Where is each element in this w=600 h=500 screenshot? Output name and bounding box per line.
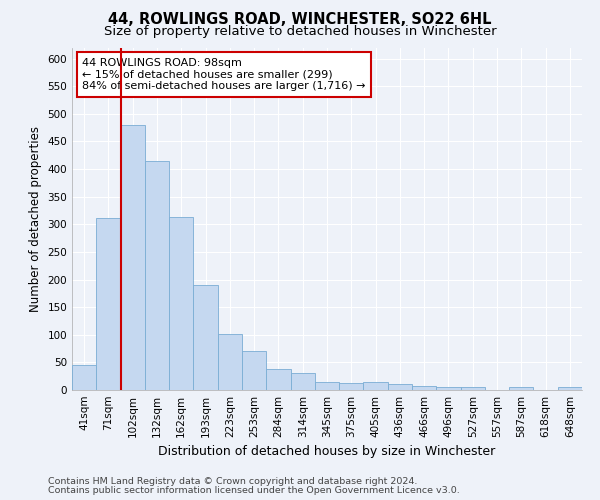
Text: Contains HM Land Registry data © Crown copyright and database right 2024.: Contains HM Land Registry data © Crown c…: [48, 477, 418, 486]
X-axis label: Distribution of detached houses by size in Winchester: Distribution of detached houses by size …: [158, 446, 496, 458]
Bar: [145, 160, 169, 390]
Bar: [72, 364, 96, 390]
Bar: [461, 387, 485, 390]
Bar: [412, 386, 436, 390]
Bar: [290, 374, 315, 390]
Bar: [364, 382, 388, 390]
Bar: [121, 126, 145, 390]
Bar: [315, 382, 339, 390]
Text: Contains public sector information licensed under the Open Government Licence v3: Contains public sector information licen…: [48, 486, 460, 495]
Bar: [242, 352, 266, 390]
Bar: [218, 334, 242, 390]
Bar: [436, 387, 461, 390]
Bar: [388, 384, 412, 390]
Bar: [169, 217, 193, 390]
Bar: [509, 387, 533, 390]
Bar: [96, 218, 121, 390]
Bar: [339, 383, 364, 390]
Text: Size of property relative to detached houses in Winchester: Size of property relative to detached ho…: [104, 25, 496, 38]
Text: 44, ROWLINGS ROAD, WINCHESTER, SO22 6HL: 44, ROWLINGS ROAD, WINCHESTER, SO22 6HL: [108, 12, 492, 28]
Bar: [266, 369, 290, 390]
Bar: [193, 285, 218, 390]
Text: 44 ROWLINGS ROAD: 98sqm
← 15% of detached houses are smaller (299)
84% of semi-d: 44 ROWLINGS ROAD: 98sqm ← 15% of detache…: [82, 58, 366, 91]
Y-axis label: Number of detached properties: Number of detached properties: [29, 126, 42, 312]
Bar: [558, 387, 582, 390]
